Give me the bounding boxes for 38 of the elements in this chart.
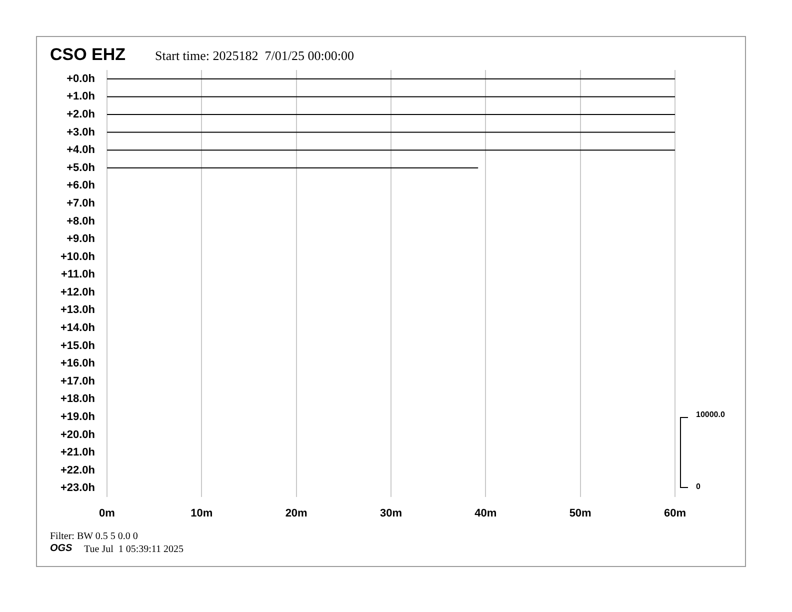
y-tick-label: +21.0h	[60, 446, 96, 459]
y-tick-label: +10.0h	[60, 250, 96, 263]
x-tick-label: 10m	[190, 508, 213, 520]
x-tick-label: 20m	[285, 508, 308, 520]
x-tick-label: 60m	[664, 508, 686, 520]
x-tick-label: 0m	[99, 508, 116, 520]
y-tick-label: +13.0h	[60, 304, 96, 316]
y-tick-label: +19.0h	[60, 410, 96, 423]
y-tick-label: +14.0h	[60, 322, 96, 334]
text: OGS	[50, 543, 72, 554]
text: Tue Jul 1 05:39:11 2025	[84, 544, 184, 555]
y-tick-label: +6.0h	[66, 180, 96, 192]
x-tick-label: 30m	[380, 508, 402, 520]
y-tick-label: +8.0h	[66, 215, 96, 228]
y-tick-label: +7.0h	[66, 197, 96, 210]
y-tick-label: +4.0h	[66, 144, 96, 156]
y-tick-label: +3.0h	[66, 126, 96, 138]
y-tick-label: +20.0h	[60, 428, 96, 441]
y-tick-label: +23.0h	[60, 482, 96, 494]
y-tick-label: +12.0h	[60, 286, 96, 298]
x-tick-label: 40m	[474, 508, 497, 520]
y-tick-label: +17.0h	[60, 375, 96, 388]
y-tick-label: +5.0h	[66, 162, 96, 174]
y-tick-label: +22.0h	[60, 464, 96, 476]
y-tick-label: +1.0h	[66, 90, 96, 103]
chart-title: CSO EHZ	[50, 45, 126, 65]
chart-subtitle: Start time: 2025182 7/01/25 00:00:00	[155, 48, 354, 64]
y-tick-label: +0.0h	[66, 72, 96, 85]
y-tick-label: +11.0h	[61, 268, 96, 281]
text: 10000.0	[696, 410, 725, 419]
y-tick-label: +9.0h	[66, 233, 96, 246]
x-tick-label: 50m	[569, 508, 592, 520]
y-tick-label: +2.0h	[66, 108, 96, 121]
y-tick-label: +15.0h	[60, 340, 96, 352]
y-tick-label: +16.0h	[60, 358, 96, 370]
y-tick-label: +18.0h	[60, 393, 96, 406]
text: 0	[696, 482, 700, 491]
text: Filter: BW 0.5 5 0.0 0	[50, 531, 138, 542]
